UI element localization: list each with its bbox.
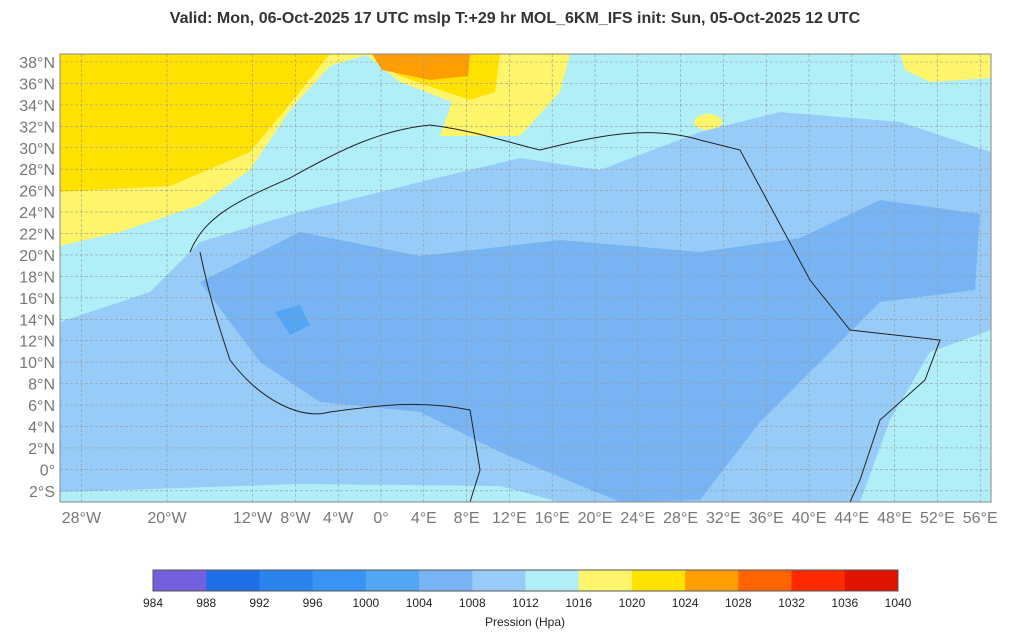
lat-label: 26°N <box>19 184 55 201</box>
lon-label: 16°E <box>535 510 570 527</box>
graticule <box>60 54 991 502</box>
colorbar-tick-label: 1000 <box>353 596 380 610</box>
colorbar-segment <box>419 570 473 591</box>
lat-label: 12°N <box>19 334 55 351</box>
lon-label: 4°W <box>323 510 354 527</box>
lat-label: 2°S <box>29 484 55 501</box>
lat-label: 30°N <box>19 141 55 158</box>
lat-label: 4°N <box>28 419 55 436</box>
colorbar-tick-label: 1004 <box>406 596 433 610</box>
lon-label: 32°E <box>706 510 741 527</box>
pressure-field <box>60 54 991 502</box>
colorbar-tick-label: 1012 <box>512 596 539 610</box>
lat-label: 10°N <box>19 355 55 372</box>
lat-label: 2°N <box>28 441 55 458</box>
colorbar-tick-label: 984 <box>143 596 163 610</box>
lon-label: 44°E <box>834 510 869 527</box>
colorbar-segment <box>631 570 686 591</box>
lon-label: 52°E <box>920 510 955 527</box>
colorbar-tick-label: 1020 <box>619 596 646 610</box>
colorbar-segment <box>259 570 314 591</box>
colorbar-segment <box>365 570 420 591</box>
coastline <box>189 124 941 503</box>
lat-label: 36°N <box>19 76 55 93</box>
colorbar-tick-label: 1016 <box>565 596 592 610</box>
lon-label: 24°E <box>620 510 655 527</box>
colorbar-tick-label: 1008 <box>459 596 486 610</box>
lat-label: 14°N <box>19 312 55 329</box>
lon-label: 20°E <box>578 510 613 527</box>
lat-label: 0° <box>40 462 55 479</box>
colorbar-tick-label: 1036 <box>831 596 858 610</box>
colorbar-tick-label: 988 <box>196 596 216 610</box>
lat-label: 6°N <box>28 398 55 415</box>
lon-label: 28°W <box>62 510 102 527</box>
colorbar-segment <box>525 570 580 591</box>
lon-label: 4°E <box>411 510 437 527</box>
lat-label: 24°N <box>19 205 55 222</box>
lon-label: 36°E <box>749 510 784 527</box>
colorbar: 984 988 992 996 1000 1004 1008 1012 1016 1020 1024… <box>143 569 912 610</box>
lat-label: 22°N <box>19 227 55 244</box>
colorbar-frame <box>152 569 899 592</box>
colorbar-tick-label: 1040 <box>885 596 912 610</box>
colorbar-tick-label: 992 <box>249 596 269 610</box>
colorbar-segment <box>153 570 207 591</box>
map-frame <box>59 53 992 503</box>
colorbar-label: Pression (Hpa) <box>485 615 565 629</box>
colorbar-segment <box>738 570 793 591</box>
lat-label: 38°N <box>19 55 55 72</box>
lat-label: 18°N <box>19 269 55 286</box>
lat-label: 32°N <box>19 119 55 136</box>
colorbar-segment <box>578 570 633 591</box>
colorbar-segment <box>312 570 367 591</box>
lat-label: 20°N <box>19 248 55 265</box>
colorbar-tick-label: 996 <box>303 596 323 610</box>
lon-label: 8°E <box>454 510 480 527</box>
colorbar-segment <box>844 570 899 591</box>
lon-label: 12°E <box>492 510 527 527</box>
lon-label: 12°W <box>233 510 273 527</box>
lat-label: 8°N <box>28 377 55 394</box>
lon-label: 48°E <box>877 510 912 527</box>
title: Valid: Mon, 06-Oct-2025 17 UTC mslp T:+2… <box>170 10 861 27</box>
lon-label: 56°E <box>963 510 998 527</box>
lat-label: 28°N <box>19 162 55 179</box>
colorbar-segment <box>206 570 260 591</box>
colorbar-tick-label: 1028 <box>725 596 752 610</box>
colorbar-segment <box>472 570 526 591</box>
lat-label: 34°N <box>19 98 55 115</box>
lon-label: 8°W <box>280 510 311 527</box>
colorbar-tick-label: 1024 <box>672 596 699 610</box>
lon-label: 40°E <box>792 510 827 527</box>
lon-label: 0° <box>373 510 388 527</box>
lat-label: 16°N <box>19 291 55 308</box>
lon-label: 28°E <box>663 510 698 527</box>
colorbar-tick-label: 1032 <box>778 596 805 610</box>
colorbar-segment <box>685 570 739 591</box>
colorbar-segment <box>791 570 846 591</box>
lon-label: 20°W <box>147 510 187 527</box>
